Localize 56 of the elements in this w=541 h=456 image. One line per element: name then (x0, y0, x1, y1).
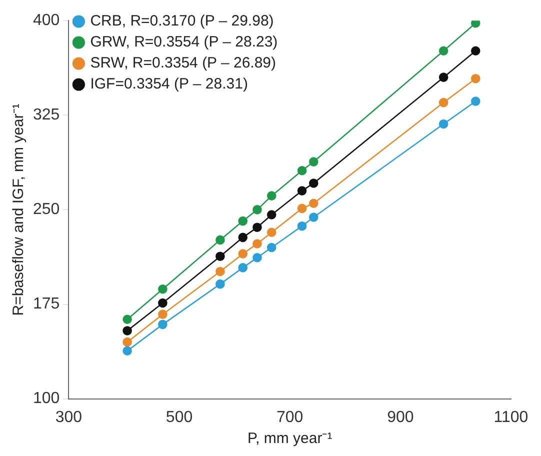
point (438, 98, 448, 108)
point (122, 346, 132, 356)
point (266, 228, 276, 238)
y-axis-title: R=baseflow and IGF, mm year⁻¹ (10, 104, 28, 316)
point (266, 191, 276, 200)
x-tick-label: 500 (166, 408, 193, 426)
point (266, 210, 276, 220)
point (470, 96, 480, 106)
point (252, 239, 262, 248)
point (238, 263, 248, 272)
point (158, 320, 168, 330)
x-tick-label: 300 (55, 408, 82, 426)
point (158, 284, 168, 294)
point (238, 216, 248, 226)
x-tick-label: 1100 (494, 408, 528, 426)
point (308, 157, 318, 166)
legend-label: SRW, R=0.3354 (P – 26.89) (90, 54, 276, 72)
point (216, 235, 225, 245)
point (297, 186, 307, 196)
point (308, 178, 318, 188)
point (297, 204, 307, 214)
y-tick-label: 325 (32, 106, 60, 124)
x-tick-label: 900 (387, 408, 414, 426)
point (308, 198, 318, 208)
x-tick-label: 700 (276, 408, 304, 426)
legend-label: CRB, R=0.3170 (P – 29.98) (90, 12, 274, 30)
point (308, 212, 318, 222)
point (438, 46, 448, 56)
point (438, 119, 448, 129)
point (438, 72, 448, 82)
point (122, 337, 132, 347)
point (470, 20, 480, 28)
point (252, 222, 262, 232)
point (266, 242, 276, 252)
point (252, 252, 262, 262)
legend-label: GRW, R=0.3554 (P – 28.23) (90, 34, 278, 51)
point (297, 221, 307, 231)
legend-label: IGF=0.3354 (P – 28.31) (90, 76, 248, 93)
point (158, 310, 168, 319)
point (158, 298, 168, 308)
point (216, 279, 225, 289)
point (252, 205, 262, 214)
point (238, 232, 248, 242)
y-tick-label: 400 (32, 12, 60, 30)
y-tick-label: 175 (32, 296, 60, 313)
point (216, 252, 225, 261)
point (470, 74, 480, 84)
point (122, 326, 132, 336)
point (470, 46, 480, 56)
point (238, 249, 248, 258)
x-axis-title: P, mm year⁻¹ (247, 430, 332, 448)
point (216, 266, 225, 276)
point (122, 314, 132, 324)
point (297, 166, 307, 176)
y-tick-label: 250 (32, 201, 60, 218)
y-tick-label: 100 (32, 390, 60, 408)
